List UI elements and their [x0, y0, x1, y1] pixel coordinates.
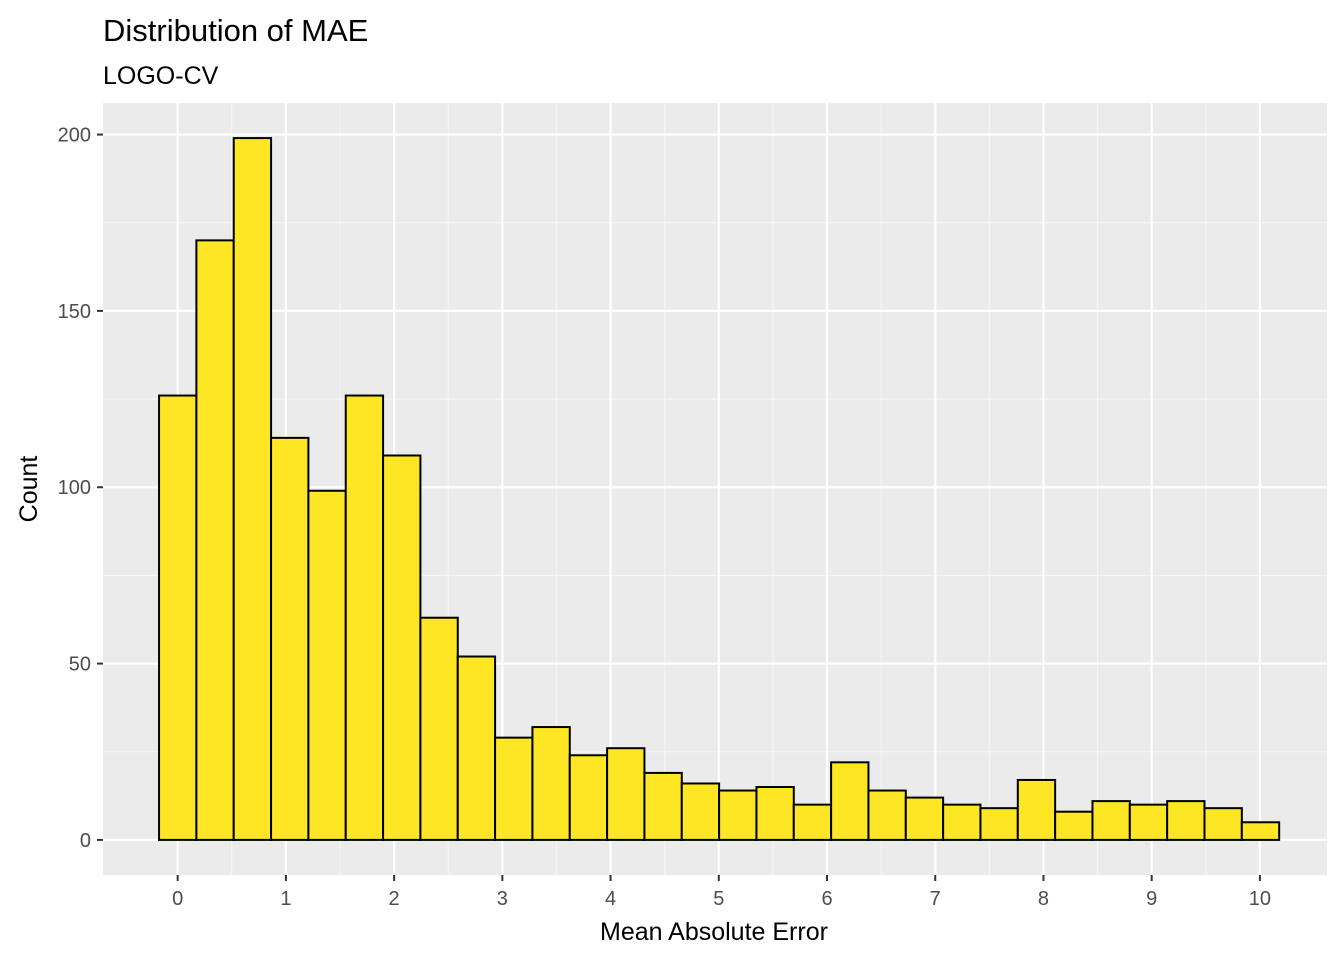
histogram-bar [382, 454, 422, 841]
histogram-bar [942, 803, 982, 841]
y-axis-title: Count [15, 456, 43, 523]
histogram-bars [158, 137, 1281, 841]
histogram-bar [755, 786, 795, 841]
x-tick-label: 4 [605, 888, 616, 910]
chart-title: Distribution of MAE [103, 13, 368, 48]
x-axis-title: Mean Absolute Error [600, 918, 828, 946]
histogram-bar [568, 754, 609, 841]
y-tick-label: 150 [58, 301, 91, 323]
histogram-bar [494, 736, 534, 841]
histogram-bar [456, 655, 497, 841]
x-tick-label: 5 [713, 888, 724, 910]
x-tick-label: 6 [821, 888, 832, 910]
histogram-bar [606, 747, 646, 841]
histogram-bar [232, 137, 273, 841]
histogram-bar [867, 789, 907, 841]
histogram-bar [1054, 810, 1094, 841]
histogram-bar [979, 807, 1019, 841]
histogram-bar [158, 394, 198, 841]
x-tick-label: 7 [930, 888, 941, 910]
histogram-bar [195, 239, 235, 841]
y-tick-label: 200 [58, 125, 91, 147]
histogram-bar [344, 394, 385, 841]
x-axis: 0 1 2 3 4 5 6 7 8 9 10 [172, 875, 1271, 910]
x-tick-label: 10 [1249, 888, 1271, 910]
histogram-bar [904, 796, 945, 841]
histogram-bar [419, 616, 459, 841]
histogram-bar [1203, 807, 1243, 841]
histogram-bar [830, 761, 870, 841]
x-tick-label: 9 [1146, 888, 1157, 910]
x-tick-label: 3 [497, 888, 508, 910]
histogram-bar [1091, 800, 1131, 841]
y-tick-label: 50 [69, 654, 91, 676]
histogram-bar [680, 782, 721, 841]
histogram-bar [1128, 803, 1169, 841]
histogram-bar [531, 726, 571, 841]
histogram-bar [1016, 778, 1057, 841]
chart-subtitle: LOGO-CV [103, 62, 219, 90]
minor-gridlines [103, 103, 1327, 875]
histogram-bar [718, 789, 758, 841]
y-tick-label: 0 [80, 830, 91, 852]
x-tick-label: 8 [1038, 888, 1049, 910]
x-tick-label: 1 [280, 888, 291, 910]
histogram-bar [307, 489, 347, 841]
x-tick-label: 2 [389, 888, 400, 910]
histogram-bar [270, 436, 310, 841]
y-axis: 0 50 100 150 200 [58, 125, 103, 852]
y-tick-label: 100 [58, 477, 91, 499]
histogram-bar [1240, 821, 1281, 841]
histogram-bar [792, 803, 833, 841]
x-tick-label: 0 [172, 888, 183, 910]
histogram-bar [1166, 800, 1206, 841]
histogram-bar [643, 771, 683, 841]
